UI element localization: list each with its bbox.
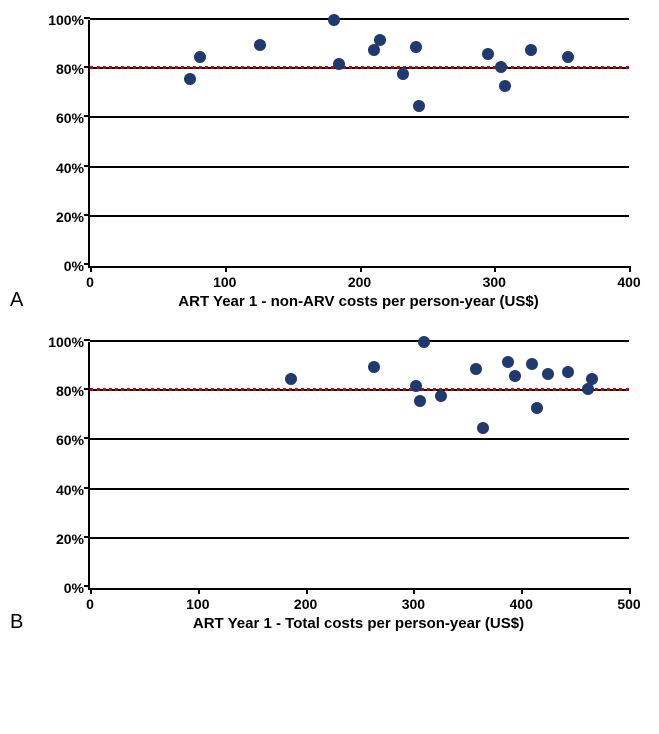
x-tick-mark bbox=[521, 588, 523, 594]
panel-letter: B bbox=[10, 611, 23, 634]
y-tick-mark bbox=[84, 17, 90, 19]
data-point bbox=[285, 373, 297, 385]
data-point bbox=[526, 358, 538, 370]
gridline bbox=[90, 18, 629, 20]
x-tick-label: 500 bbox=[617, 596, 640, 612]
data-point bbox=[418, 336, 430, 348]
y-tick-label: 100% bbox=[34, 12, 84, 28]
data-point bbox=[562, 366, 574, 378]
data-point bbox=[194, 51, 206, 63]
gridline bbox=[90, 166, 629, 168]
chart-panel-a: ART retention at 12 months0%20%40%60%80%… bbox=[10, 20, 649, 268]
data-point bbox=[495, 61, 507, 73]
data-point bbox=[374, 34, 386, 46]
y-tick-mark bbox=[84, 536, 90, 538]
y-tick-label: 80% bbox=[34, 383, 84, 399]
reference-line bbox=[90, 66, 629, 69]
y-tick-mark bbox=[84, 115, 90, 117]
gridline bbox=[90, 488, 629, 490]
y-tick-label: 40% bbox=[34, 160, 84, 176]
x-tick-label: 0 bbox=[86, 274, 94, 290]
y-tick-label: 20% bbox=[34, 531, 84, 547]
x-tick-mark bbox=[360, 266, 362, 272]
y-tick-mark bbox=[84, 339, 90, 341]
plot-area: 0%20%40%60%80%100%0100200300400 bbox=[88, 20, 629, 268]
y-tick-label: 0% bbox=[34, 580, 84, 596]
x-tick-mark bbox=[90, 588, 92, 594]
data-point bbox=[502, 356, 514, 368]
x-axis-label: ART Year 1 - non-ARV costs per person-ye… bbox=[178, 293, 538, 310]
gridline bbox=[90, 116, 629, 118]
y-tick-label: 40% bbox=[34, 482, 84, 498]
x-tick-label: 300 bbox=[402, 596, 425, 612]
x-tick-label: 0 bbox=[86, 596, 94, 612]
gridline bbox=[90, 438, 629, 440]
x-tick-mark bbox=[494, 266, 496, 272]
x-tick-label: 400 bbox=[510, 596, 533, 612]
data-point bbox=[470, 363, 482, 375]
data-point bbox=[184, 73, 196, 85]
y-tick-mark bbox=[84, 214, 90, 216]
data-point bbox=[328, 14, 340, 26]
y-tick-label: 0% bbox=[34, 258, 84, 274]
x-axis-label: ART Year 1 - Total costs per person-year… bbox=[193, 615, 524, 632]
data-point bbox=[254, 39, 266, 51]
gridline bbox=[90, 340, 629, 342]
y-tick-label: 100% bbox=[34, 334, 84, 350]
x-tick-label: 200 bbox=[348, 274, 371, 290]
x-tick-mark bbox=[629, 588, 631, 594]
x-tick-mark bbox=[629, 266, 631, 272]
y-tick-label: 80% bbox=[34, 61, 84, 77]
x-tick-label: 100 bbox=[213, 274, 236, 290]
x-tick-label: 400 bbox=[617, 274, 640, 290]
data-point bbox=[368, 361, 380, 373]
data-point bbox=[410, 380, 422, 392]
data-point bbox=[499, 80, 511, 92]
gridline bbox=[90, 537, 629, 539]
data-point bbox=[482, 48, 494, 60]
x-tick-label: 300 bbox=[483, 274, 506, 290]
x-tick-mark bbox=[413, 588, 415, 594]
x-tick-label: 100 bbox=[186, 596, 209, 612]
data-point bbox=[435, 390, 447, 402]
y-tick-label: 20% bbox=[34, 209, 84, 225]
data-point bbox=[562, 51, 574, 63]
y-tick-mark bbox=[84, 388, 90, 390]
data-point bbox=[333, 58, 345, 70]
y-tick-label: 60% bbox=[34, 432, 84, 448]
x-tick-mark bbox=[306, 588, 308, 594]
chart-panel-b: ART retention at 12 months0%20%40%60%80%… bbox=[10, 342, 649, 590]
data-point bbox=[542, 368, 554, 380]
panel-letter: A bbox=[10, 289, 23, 312]
y-tick-mark bbox=[84, 437, 90, 439]
data-point bbox=[586, 373, 598, 385]
data-point bbox=[531, 402, 543, 414]
y-tick-mark bbox=[84, 165, 90, 167]
y-tick-label: 60% bbox=[34, 110, 84, 126]
data-point bbox=[509, 370, 521, 382]
data-point bbox=[413, 100, 425, 112]
x-tick-mark bbox=[225, 266, 227, 272]
x-tick-mark bbox=[198, 588, 200, 594]
y-tick-mark bbox=[84, 487, 90, 489]
data-point bbox=[525, 44, 537, 56]
reference-line bbox=[90, 388, 629, 391]
x-tick-mark bbox=[90, 266, 92, 272]
data-point bbox=[410, 41, 422, 53]
data-point bbox=[414, 395, 426, 407]
y-tick-mark bbox=[84, 66, 90, 68]
x-tick-label: 200 bbox=[294, 596, 317, 612]
y-tick-mark bbox=[84, 263, 90, 265]
gridline bbox=[90, 215, 629, 217]
data-point bbox=[477, 422, 489, 434]
plot-area: 0%20%40%60%80%100%0100200300400500 bbox=[88, 342, 629, 590]
y-tick-mark bbox=[84, 585, 90, 587]
data-point bbox=[397, 68, 409, 80]
